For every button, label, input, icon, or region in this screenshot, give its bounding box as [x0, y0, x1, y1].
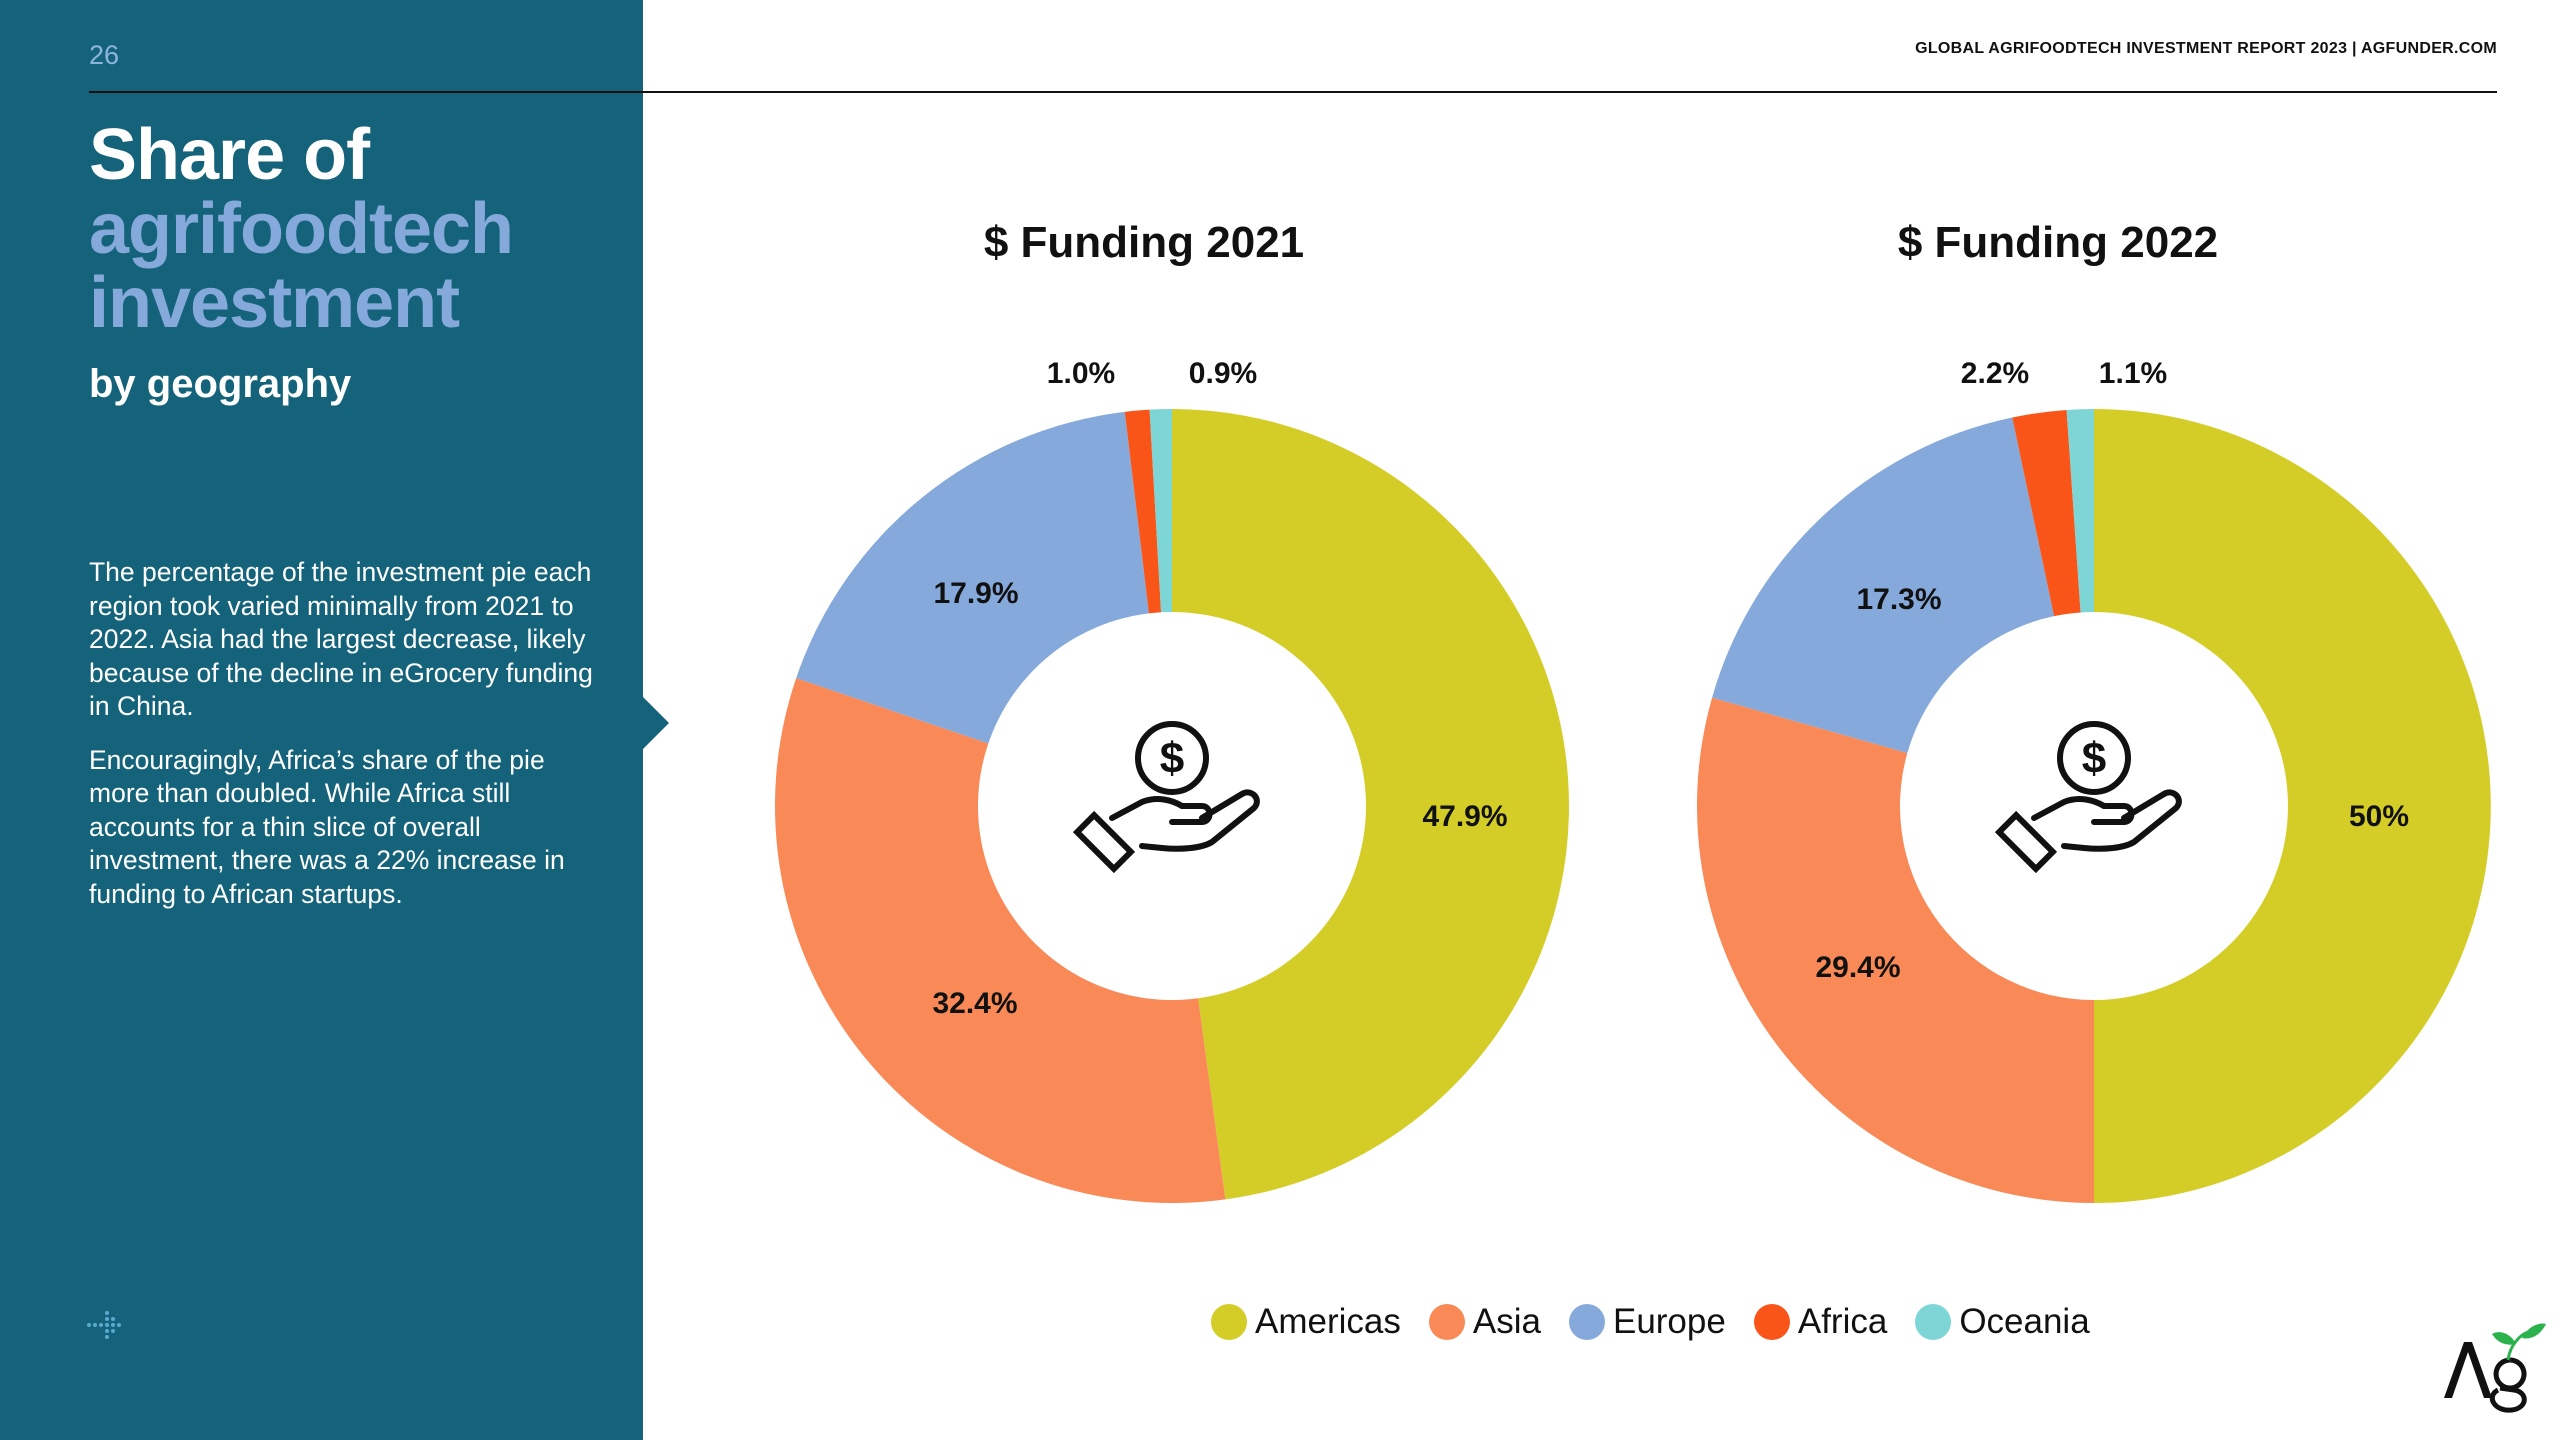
donut-slice-europe: [796, 411, 1149, 744]
donut-slice-europe: [1712, 417, 2055, 754]
page-subtitle: by geography: [89, 362, 352, 406]
donut-slice-americas: [2094, 409, 2491, 1203]
hand-dollar-icon: $: [1072, 721, 1260, 874]
sidebar-notch: [643, 697, 669, 749]
legend-item-africa: Africa: [1753, 1302, 1888, 1342]
donut-slice-asia: [775, 678, 1226, 1203]
legend-swatch: [1753, 1304, 1790, 1340]
donut-slice-asia: [1697, 697, 2094, 1203]
legend-label: Oceania: [1959, 1302, 2090, 1341]
hand-dollar-icon: $: [1994, 721, 2182, 874]
paragraph: Encouragingly, Africa’s share of the pie…: [89, 744, 565, 909]
data-label-europe-2022: 17.3%: [1856, 583, 1942, 616]
data-label-europe-2021: 17.9%: [933, 577, 1019, 610]
agfunder-logo: [2444, 1323, 2546, 1413]
chart-title-2021: $ Funding 2021: [983, 218, 1305, 267]
title-line-1: Share of: [89, 115, 370, 195]
donut-slice-oceania: [1149, 409, 1172, 613]
donut-slice-africa: [1124, 409, 1162, 614]
svg-text:$: $: [1160, 734, 1184, 783]
sidebar: [0, 0, 643, 1440]
page-title: Share of agrifoodtech investment: [89, 115, 514, 343]
donut-slice-africa: [2012, 409, 2081, 617]
legend-swatch: [1568, 1304, 1605, 1340]
title-line-2: agrifoodtech: [89, 189, 514, 269]
svg-text:$: $: [2082, 734, 2106, 783]
legend-label: Europe: [1612, 1302, 1726, 1341]
legend-label: Americas: [1255, 1302, 1401, 1341]
data-label-asia-2021: 32.4%: [932, 987, 1018, 1020]
title-line-3: investment: [89, 263, 460, 343]
chart-title-2022: $ Funding 2022: [1897, 218, 2219, 267]
data-label-africa-2022: 2.2%: [1960, 357, 2030, 390]
legend-swatch: [1428, 1304, 1465, 1340]
legend-swatch: [1211, 1304, 1247, 1340]
data-label-asia-2022: 29.4%: [1815, 951, 1901, 984]
data-label-oceania-2022: 1.1%: [2098, 357, 2168, 390]
legend-item-asia: Asia: [1428, 1302, 1541, 1342]
donut-slice-oceania: [2066, 409, 2094, 613]
data-label-americas-2022: 50%: [2348, 800, 2410, 833]
data-label-oceania-2021: 0.9%: [1188, 357, 1258, 390]
legend-item-europe: Europe: [1568, 1302, 1726, 1342]
dots-arrow-icon: [87, 1311, 121, 1339]
body-text: The percentage of the investment pie eac…: [89, 556, 609, 931]
header-divider: [89, 91, 2497, 93]
chart-legend: Americas Asia Europe Africa Oceania: [1211, 1302, 2118, 1342]
data-label-americas-2021: 47.9%: [1422, 800, 1508, 833]
report-header: GLOBAL AGRIFOODTECH INVESTMENT REPORT 20…: [1915, 40, 2497, 57]
legend-label: Africa: [1797, 1302, 1888, 1341]
data-label-africa-2021: 1.0%: [1046, 357, 1116, 390]
legend-swatch: [1915, 1304, 1952, 1340]
page-number: 26: [89, 40, 120, 70]
legend-item-americas: Americas: [1211, 1302, 1401, 1342]
legend-item-oceania: Oceania: [1915, 1302, 2090, 1342]
legend-label: Asia: [1472, 1302, 1541, 1341]
paragraph: The percentage of the investment pie eac…: [89, 557, 593, 721]
donut-slice-americas: [1172, 409, 1569, 1200]
